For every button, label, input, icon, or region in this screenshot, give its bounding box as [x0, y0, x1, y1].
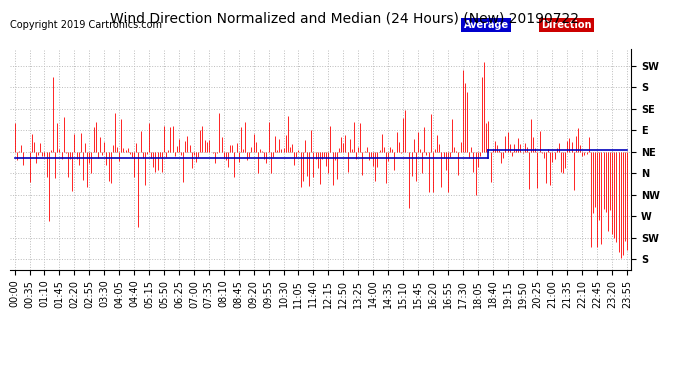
Text: Direction: Direction	[542, 20, 592, 30]
Text: Average: Average	[464, 20, 509, 30]
Text: Wind Direction Normalized and Median (24 Hours) (New) 20190722: Wind Direction Normalized and Median (24…	[110, 11, 580, 25]
Text: Copyright 2019 Cartronics.com: Copyright 2019 Cartronics.com	[10, 20, 162, 30]
